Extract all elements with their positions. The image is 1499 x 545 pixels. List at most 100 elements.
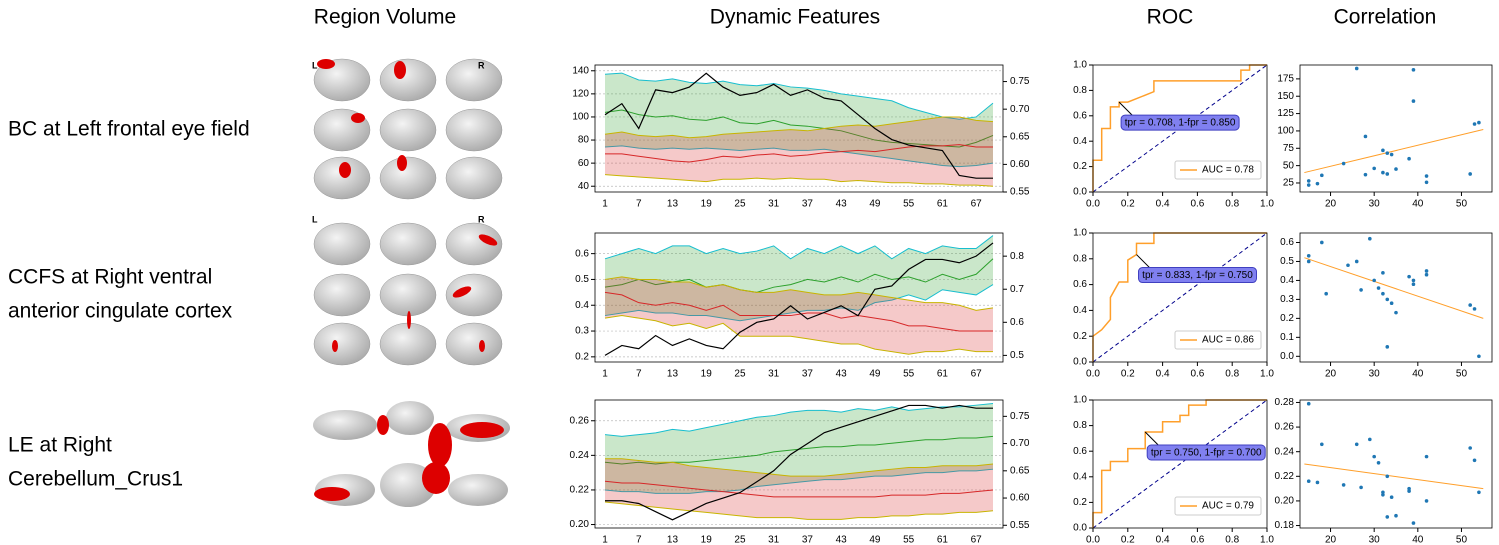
y-tick-label: 50 — [1283, 160, 1295, 171]
plot-frame — [594, 64, 1004, 193]
x-tick-label: 40 — [1412, 369, 1424, 380]
legend-label: AUC = 0.79 — [1202, 501, 1254, 512]
x-tick-label: 0.8 — [1225, 369, 1239, 380]
point — [1385, 172, 1390, 176]
x-tick-label: 50 — [1456, 369, 1468, 380]
y-tick-label: 25 — [1283, 178, 1295, 189]
point — [1354, 66, 1359, 71]
band — [605, 276, 993, 355]
x-tick-label: 49 — [869, 369, 881, 380]
point — [1381, 148, 1385, 153]
x-tick-label: 0.4 — [1156, 199, 1170, 210]
y2-tick-label: 0.70 — [1010, 438, 1030, 449]
roc-curve — [1092, 64, 1267, 192]
point — [1381, 490, 1385, 495]
y-tick-label: 0.5 — [575, 274, 589, 285]
x-tick-label: 0.4 — [1156, 535, 1170, 545]
point — [1381, 271, 1385, 275]
y-tick-label: 0.8 — [1073, 420, 1087, 431]
band-lower — [604, 468, 994, 494]
y-tick-label: 0.3 — [1280, 294, 1294, 305]
y-tick-label: 0.0 — [1073, 187, 1087, 198]
x-tick-label: 40 — [1412, 535, 1424, 545]
point — [1324, 291, 1328, 296]
line — [605, 144, 993, 163]
legend-box — [1174, 330, 1262, 350]
band-upper — [605, 458, 994, 477]
x-tick-label: 49 — [869, 199, 881, 210]
x-tick-label: 37 — [802, 199, 814, 210]
x-tick-label: 0.8 — [1225, 535, 1239, 545]
point — [1411, 278, 1416, 283]
point — [1363, 134, 1368, 139]
y-tick-label: 100 — [1277, 126, 1294, 137]
point — [1407, 489, 1411, 493]
y-tick-label: 100 — [572, 112, 589, 123]
point — [1359, 485, 1363, 490]
x-tick-label: 30 — [1369, 535, 1381, 545]
y-tick-label: 0.20 — [570, 519, 590, 530]
y-tick-label: 175 — [1277, 74, 1294, 85]
y-tick-label: 0.2 — [1073, 497, 1087, 508]
panel: 0.20 0.22 0.24 0.26 1 7 13 19 25 31 37 43 49 55 61 67 0.… — [570, 399, 1030, 545]
trend-line — [1304, 257, 1484, 319]
y-tick-label: 1.0 — [1073, 228, 1087, 239]
y-tick-label: 1.0 — [1073, 395, 1087, 406]
panel: 0.0 0.2 0.4 0.6 0.8 1.0 0.0 0.2 0.4 0.6 0.8 1.0 AUC … — [1073, 60, 1274, 210]
y-tick-label: 120 — [572, 89, 589, 100]
y-tick-label: 0.4 — [1073, 471, 1087, 482]
x-tick-label: 43 — [836, 369, 848, 380]
y2-tick-label: 0.60 — [1010, 159, 1030, 170]
y-tick-label: 0.22 — [1275, 471, 1295, 482]
point — [1411, 68, 1416, 72]
point — [1315, 480, 1320, 485]
y-tick-label: 0.24 — [570, 450, 590, 461]
point — [1354, 259, 1359, 264]
x-tick-label: 37 — [802, 535, 814, 545]
x-tick-label: 61 — [937, 369, 949, 380]
trend-line — [1304, 463, 1484, 490]
x-tick-label: 61 — [937, 199, 949, 210]
point — [1381, 170, 1385, 175]
point — [1385, 515, 1390, 519]
row-label: LE at Right — [8, 434, 112, 457]
point — [1306, 259, 1311, 264]
point — [1306, 179, 1311, 183]
band — [605, 73, 993, 167]
point — [1381, 492, 1385, 497]
band — [605, 235, 993, 321]
column-header: Dynamic Features — [710, 6, 880, 29]
y2-tick-label: 0.6 — [1010, 317, 1024, 328]
y-tick-label: 0.4 — [1073, 305, 1087, 316]
point — [1341, 161, 1346, 166]
point — [1472, 122, 1477, 126]
side-label: R — [478, 214, 485, 224]
y-tick-label: 60 — [578, 158, 590, 169]
point — [1385, 297, 1390, 302]
plot-frame — [594, 232, 1004, 363]
line — [604, 109, 994, 148]
point — [1306, 401, 1311, 406]
x-tick-label: 67 — [971, 369, 983, 380]
trend-line — [1304, 129, 1484, 174]
plot-frame — [1092, 232, 1268, 363]
x-tick-label: 13 — [667, 199, 679, 210]
x-tick-label: 43 — [836, 535, 848, 545]
x-tick-label: 1 — [602, 535, 608, 545]
point — [1376, 460, 1381, 465]
point — [1372, 278, 1376, 283]
x-tick-label: 0.0 — [1086, 199, 1100, 210]
x-tick-label: 1 — [602, 199, 608, 210]
point — [1376, 286, 1381, 290]
y2-tick-label: 0.5 — [1010, 350, 1024, 361]
y-tick-label: 80 — [578, 135, 590, 146]
x-tick-label: 0.2 — [1121, 369, 1135, 380]
point — [1372, 166, 1376, 171]
x-tick-label: 30 — [1369, 199, 1381, 210]
y2-tick-label: 0.75 — [1010, 411, 1030, 422]
band-lower — [604, 315, 993, 355]
x-tick-label: 1.0 — [1260, 535, 1274, 545]
point — [1407, 274, 1411, 279]
side-label: L — [312, 214, 318, 224]
y2-tick-label: 0.55 — [1010, 187, 1030, 198]
